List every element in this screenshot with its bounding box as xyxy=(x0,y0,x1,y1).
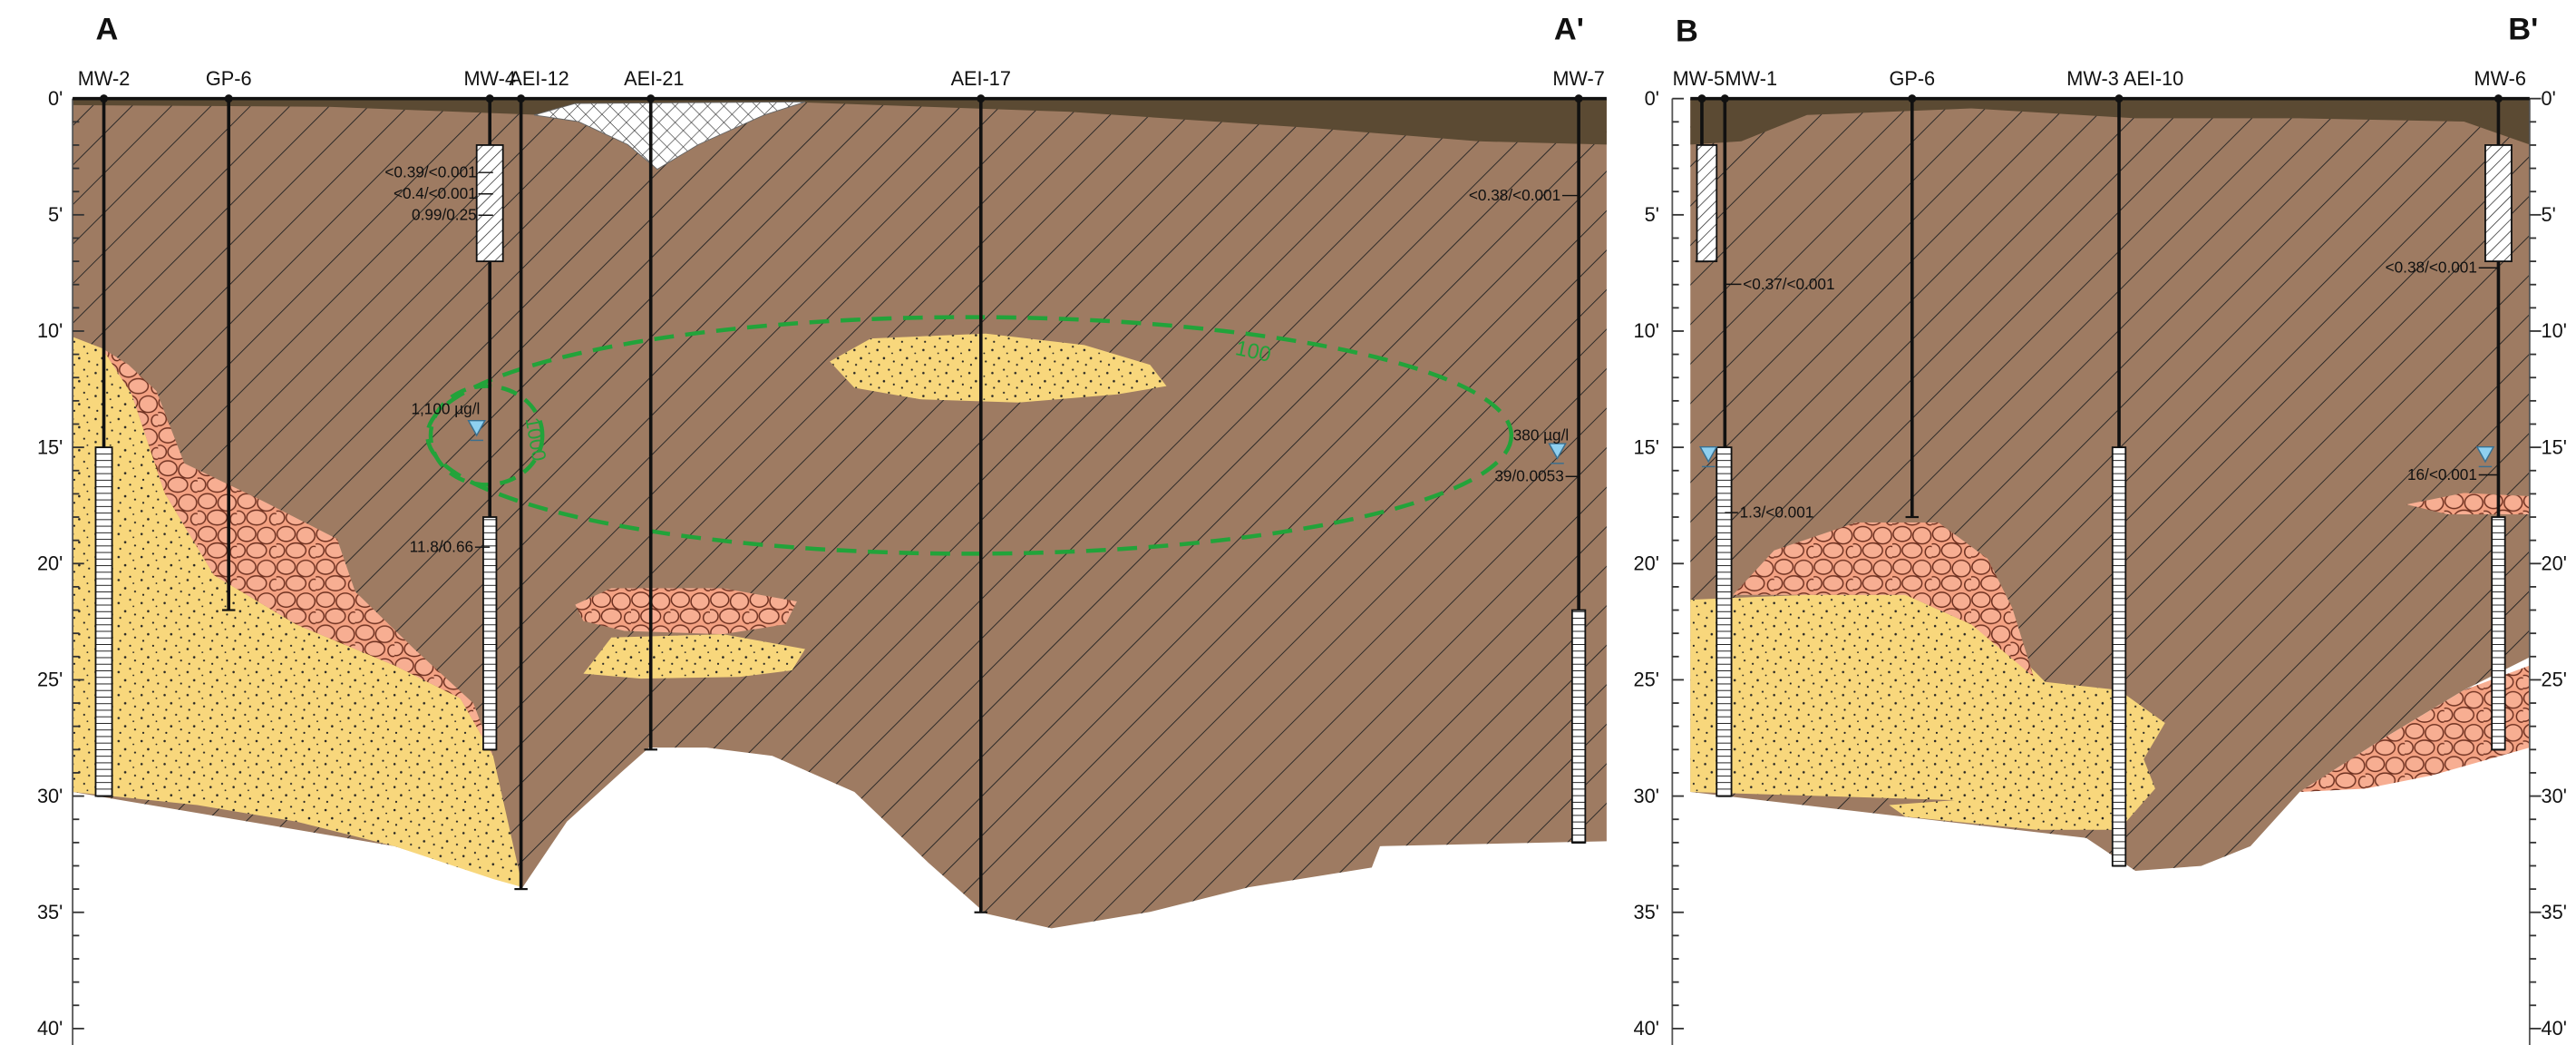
depth-label: 40' xyxy=(37,1017,63,1040)
well-head xyxy=(1575,94,1583,103)
depth-label: 5' xyxy=(48,203,63,226)
well-screen xyxy=(1572,610,1585,843)
analytical-result: <0.38/<0.001 xyxy=(1469,186,1560,204)
well-screen xyxy=(483,517,496,749)
well-head xyxy=(100,94,108,103)
well-screen xyxy=(95,447,112,796)
analytical-result: <0.38/<0.001 xyxy=(2386,259,2477,277)
well-head xyxy=(486,94,494,103)
well-label: AEI-10 xyxy=(2124,67,2183,90)
depth-label: 5' xyxy=(1645,203,1659,226)
analytical-result: 0.99/0.25 xyxy=(412,206,477,224)
well-label: MW-7 xyxy=(1552,67,1605,90)
well-head xyxy=(1908,94,1916,103)
section-label: A xyxy=(95,12,118,46)
depth-label: 15' xyxy=(37,435,63,458)
section-label: B' xyxy=(2508,12,2538,46)
well-head xyxy=(977,94,985,103)
well-screen xyxy=(2113,447,2125,865)
well-label: AEI-21 xyxy=(624,67,684,90)
depth-label: 0' xyxy=(1645,87,1659,110)
well-label: GP-6 xyxy=(206,67,252,90)
depth-label: 10' xyxy=(1634,319,1659,342)
depth-label: 15' xyxy=(2542,435,2567,458)
well-label: AEI-12 xyxy=(509,67,569,90)
depth-label: 25' xyxy=(2542,669,2567,691)
well-head xyxy=(517,94,525,103)
analytical-result: <0.4/<0.001 xyxy=(394,184,477,202)
analytical-result: 16/<0.001 xyxy=(2407,465,2477,483)
well-label: MW-6 xyxy=(2474,67,2526,90)
well-label: GP-6 xyxy=(1889,67,1935,90)
depth-label: 20' xyxy=(37,552,63,575)
well-label: MW-5 xyxy=(1673,67,1725,90)
depth-label: 0' xyxy=(48,87,63,110)
section-label: A' xyxy=(1554,12,1584,46)
depth-label: 35' xyxy=(37,901,63,923)
well-casing xyxy=(2485,145,2512,261)
depth-label: 25' xyxy=(37,669,63,691)
analytical-result: <0.39/<0.001 xyxy=(384,163,476,181)
analytical-result: 11.8/0.66 xyxy=(410,538,473,556)
well-label: AEI-17 xyxy=(951,67,1011,90)
page: {"sections": [ {"start": "A", "end": "A'… xyxy=(0,0,2576,1045)
depth-label: 40' xyxy=(2542,1017,2567,1040)
depth-label: 0' xyxy=(2542,87,2556,110)
well-screen xyxy=(2492,517,2504,749)
well-label: MW-3 xyxy=(2066,67,2119,90)
well-casing xyxy=(1697,145,1717,261)
depth-label: 35' xyxy=(1634,901,1659,923)
well-head xyxy=(225,94,233,103)
depth-label: 15' xyxy=(1634,435,1659,458)
well-head xyxy=(1721,94,1729,103)
depth-label: 5' xyxy=(2542,203,2556,226)
depth-label: 20' xyxy=(1634,552,1659,575)
analytical-result: 39/0.0053 xyxy=(1494,467,1563,485)
well-head xyxy=(2494,94,2503,103)
depth-label: 40' xyxy=(1634,1017,1659,1040)
well-label: MW-2 xyxy=(78,67,131,90)
section-label: B xyxy=(1676,14,1698,48)
depth-label: 10' xyxy=(2542,319,2567,342)
analytical-result: 1.3/<0.001 xyxy=(1740,503,1814,522)
depth-label: 30' xyxy=(37,785,63,807)
depth-label: 25' xyxy=(1634,669,1659,691)
well-head xyxy=(1697,94,1706,103)
analytical-result: <0.37/<0.001 xyxy=(1743,275,1834,293)
depth-label: 30' xyxy=(1634,785,1659,807)
well-head xyxy=(2115,94,2124,103)
depth-label: 20' xyxy=(2542,552,2567,575)
depth-label: 35' xyxy=(2542,901,2567,923)
analytical-result: 380 µg/l xyxy=(1513,425,1570,444)
well-casing xyxy=(477,145,503,261)
depth-label: 30' xyxy=(2542,785,2567,807)
well-head xyxy=(646,94,655,103)
depth-label: 10' xyxy=(37,319,63,342)
well-screen xyxy=(1716,447,1731,796)
cross-sections: 0' 5' 10' 15' 20' 25' 30' 35' 40' 0' 5' 10' 15' 20' 25… xyxy=(0,0,2576,1045)
analytical-result: 1,100 µg/l xyxy=(411,399,480,417)
well-label: MW-1 xyxy=(1725,67,1778,90)
